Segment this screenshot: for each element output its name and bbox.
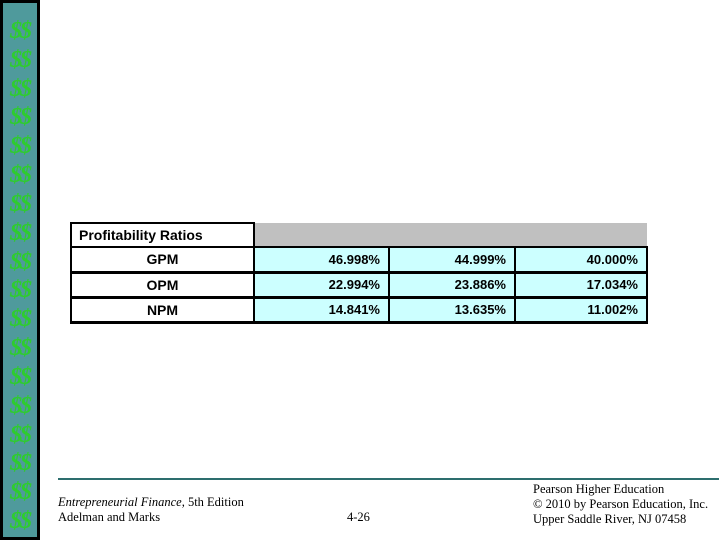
dollar-signs: $$	[10, 306, 32, 333]
ratio-label-cell: GPM	[70, 246, 255, 274]
ratio-value-cell: 13.635%	[388, 296, 516, 324]
dollar-signs: $$	[10, 508, 32, 535]
dollar-signs: $$	[10, 219, 32, 246]
book-credit: Entrepreneurial Finance, 5th Edition Ade…	[58, 495, 244, 525]
book-edition: 5th Edition	[184, 495, 244, 509]
dollar-signs: $$	[10, 450, 32, 477]
ratio-label-cell: OPM	[70, 271, 255, 299]
dollar-signs: $$	[10, 162, 32, 189]
dollar-signs: $$	[10, 133, 32, 160]
dollar-signs: $$	[10, 335, 32, 362]
profitability-ratios-table: Profitability Ratios GPM 46.998% 44.999% 40…	[70, 222, 648, 324]
slide-page-number: 4-26	[347, 510, 370, 524]
book-authors: Adelman and Marks	[58, 510, 161, 524]
ratio-value-cell: 14.841%	[253, 296, 390, 324]
book-title: Entrepreneurial Finance,	[58, 495, 185, 509]
ratio-value-cell: 40.000%	[514, 246, 648, 274]
dollar-signs: $$	[10, 248, 32, 275]
table-row: GPM 46.998% 44.999% 40.000%	[70, 246, 648, 274]
table-header-row: Profitability Ratios	[70, 222, 647, 248]
ratio-label-cell: NPM	[70, 296, 255, 324]
publisher-line: Pearson Higher Education	[533, 482, 665, 496]
dollar-signs: $$	[10, 479, 32, 506]
ratio-table: Profitability Ratios GPM 46.998% 44.999% 40…	[70, 222, 648, 324]
dollar-signs: $$	[10, 392, 32, 419]
dollar-signs: $$	[10, 18, 32, 44]
book-title-line: Entrepreneurial Finance, 5th Edition	[58, 495, 244, 510]
publisher-line: © 2010 by Pearson Education, Inc.	[533, 497, 709, 511]
dollar-signs: $$	[10, 75, 32, 102]
table-header-band	[253, 223, 647, 248]
ratio-table-body: Profitability Ratios GPM 46.998% 44.999% 40…	[70, 222, 648, 324]
dollar-signs: $$	[10, 104, 32, 131]
ratio-value-cell: 44.999%	[388, 246, 516, 274]
ratio-value-cell: 22.994%	[253, 271, 390, 299]
dollar-signs: $$	[10, 277, 32, 304]
ratio-value-cell: 17.034%	[514, 271, 648, 299]
ratio-value-cell: 46.998%	[253, 246, 390, 274]
table-row: OPM 22.994% 23.886% 17.034%	[70, 271, 648, 299]
publisher-line: Upper Saddle River, NJ 07458	[533, 512, 687, 526]
footer-divider	[58, 478, 719, 480]
dollar-signs: $$	[10, 363, 32, 390]
dollar-signs: $$	[10, 46, 32, 73]
ratio-value-cell: 11.002%	[514, 296, 648, 324]
dollar-signs: $$	[10, 190, 32, 217]
ratio-value-cell: 23.886%	[388, 271, 516, 299]
publisher-credit: Pearson Higher Education © 2010 by Pears…	[533, 482, 708, 527]
dollar-signs: $$	[10, 421, 32, 448]
table-title-cell: Profitability Ratios	[70, 222, 255, 248]
table-row: NPM 14.841% 13.635% 11.002%	[70, 296, 648, 324]
money-sidebar: $$ $$ $$ $$ $$ $$ $$ $$ $$ $$ $$ $$ $$ $$ $$ $$ $$ $$	[0, 0, 40, 540]
